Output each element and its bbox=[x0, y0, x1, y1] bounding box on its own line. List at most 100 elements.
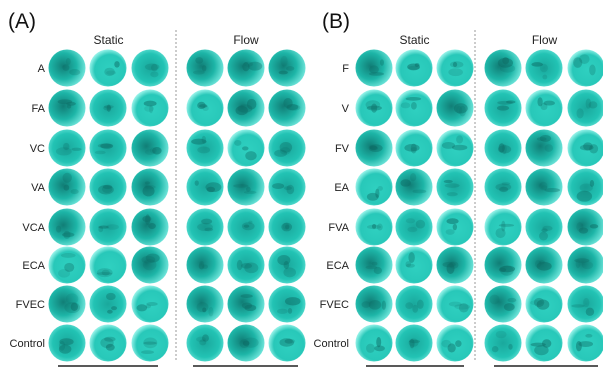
row-label: F bbox=[342, 63, 349, 75]
row-label: VA bbox=[31, 182, 46, 194]
well-spot bbox=[235, 106, 247, 115]
well-spot bbox=[111, 306, 117, 310]
well bbox=[187, 286, 224, 323]
well-spot bbox=[234, 140, 241, 146]
well-spot bbox=[448, 68, 463, 76]
well-spot bbox=[148, 223, 156, 229]
row-label: Control bbox=[314, 338, 349, 350]
well-spot bbox=[245, 151, 256, 160]
panels: (A)StaticFlowAFAVCVAVCAECAFVECControl(B)… bbox=[8, 10, 603, 366]
well-dish bbox=[485, 247, 522, 284]
well-spot bbox=[459, 106, 466, 117]
well-spot bbox=[404, 144, 419, 152]
well bbox=[568, 50, 603, 87]
well-spot bbox=[281, 223, 292, 232]
well-spot bbox=[62, 232, 74, 237]
panel: (A)StaticFlowAFAVCVAVCAECAFVECControl bbox=[8, 10, 306, 366]
well-spot bbox=[378, 186, 383, 191]
well bbox=[187, 90, 224, 127]
well bbox=[568, 209, 603, 246]
well-spot bbox=[150, 71, 158, 77]
well bbox=[568, 130, 603, 167]
well-spot bbox=[531, 343, 546, 347]
well bbox=[228, 169, 265, 206]
well bbox=[356, 50, 393, 87]
well bbox=[90, 130, 127, 167]
well-spot bbox=[95, 151, 106, 155]
well-spot bbox=[242, 302, 252, 308]
well bbox=[49, 325, 86, 362]
row-label: V bbox=[342, 103, 350, 115]
well-spot bbox=[367, 193, 379, 201]
well bbox=[49, 50, 86, 87]
well bbox=[228, 286, 265, 323]
well bbox=[228, 247, 265, 284]
well-dish bbox=[485, 325, 522, 362]
well bbox=[396, 169, 433, 206]
well bbox=[526, 209, 563, 246]
well bbox=[396, 209, 433, 246]
well-spot bbox=[545, 144, 553, 152]
well bbox=[437, 90, 474, 127]
well-spot bbox=[145, 64, 160, 71]
well-spot bbox=[67, 104, 71, 108]
well-spot bbox=[574, 258, 589, 262]
well-spot bbox=[243, 337, 259, 347]
well bbox=[485, 286, 522, 323]
well-spot bbox=[288, 308, 292, 314]
well-spot bbox=[104, 68, 115, 76]
well-spot bbox=[401, 102, 411, 108]
well-spot bbox=[453, 62, 457, 67]
well-spot bbox=[284, 339, 292, 344]
well bbox=[187, 209, 224, 246]
well-spot bbox=[447, 218, 459, 224]
well-spot bbox=[61, 253, 76, 258]
well-spot bbox=[539, 232, 548, 241]
well bbox=[90, 286, 127, 323]
well-spot bbox=[114, 61, 119, 68]
well-spot bbox=[199, 339, 206, 345]
well-spot bbox=[195, 57, 203, 64]
well-spot bbox=[98, 143, 112, 147]
well bbox=[526, 130, 563, 167]
well bbox=[49, 130, 86, 167]
well-spot bbox=[508, 298, 517, 303]
well-spot bbox=[415, 63, 420, 67]
row-label: EA bbox=[334, 182, 349, 194]
well-spot bbox=[366, 344, 375, 353]
well-spot bbox=[71, 303, 78, 311]
well-spot bbox=[144, 105, 154, 111]
well-spot bbox=[286, 185, 294, 195]
well bbox=[485, 50, 522, 87]
well bbox=[49, 169, 86, 206]
well bbox=[568, 325, 603, 362]
well bbox=[187, 169, 224, 206]
well-spot bbox=[496, 331, 507, 339]
row-label: VC bbox=[30, 143, 45, 155]
well bbox=[132, 50, 169, 87]
well-spot bbox=[369, 300, 381, 310]
row-label: FVA bbox=[328, 222, 349, 234]
well-spot bbox=[537, 262, 552, 271]
well-spot bbox=[202, 65, 207, 71]
well-spot bbox=[366, 100, 381, 109]
well bbox=[485, 325, 522, 362]
well-spot bbox=[285, 297, 301, 305]
well-spot bbox=[104, 337, 115, 342]
well bbox=[132, 90, 169, 127]
well-spot bbox=[199, 261, 204, 269]
well-spot bbox=[571, 304, 584, 307]
well-spot bbox=[144, 101, 157, 107]
well-spot bbox=[106, 344, 115, 351]
group-header: Flow bbox=[233, 33, 259, 47]
well bbox=[396, 130, 433, 167]
well-spot bbox=[411, 102, 417, 110]
well bbox=[526, 286, 563, 323]
well-spot bbox=[408, 252, 414, 263]
well-dish bbox=[396, 286, 433, 323]
well bbox=[269, 209, 306, 246]
well-dish bbox=[90, 247, 127, 284]
well-spot bbox=[500, 64, 515, 72]
well-spot bbox=[374, 267, 382, 274]
well-spot bbox=[382, 300, 386, 309]
